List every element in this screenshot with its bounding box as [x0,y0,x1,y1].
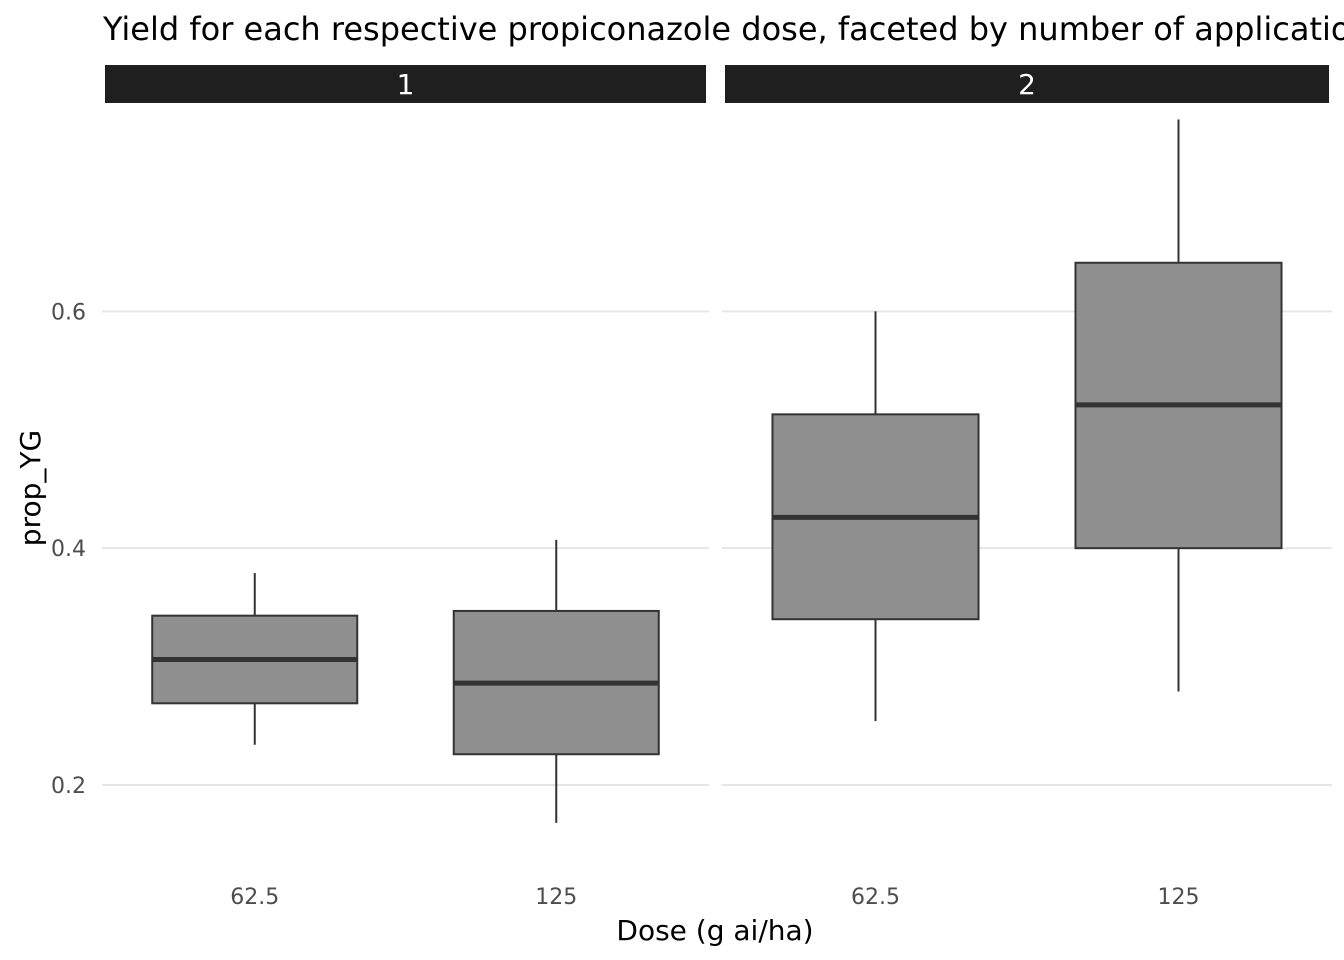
facet-strip [105,65,706,103]
facet-strip [725,65,1329,103]
facet-strip-label: 1 [397,68,415,101]
x-axis-title: Dose (g ai/ha) [616,914,813,947]
facet-panels: 0.2 0.4 0.6 1 62.5 125 2 62.5 125 [51,65,1332,910]
y-axis-title: prop_YG [14,430,47,546]
facet-strip-label: 2 [1018,68,1036,101]
x-tick-label: 125 [1158,885,1200,910]
x-tick-label: 125 [535,885,577,910]
y-tick-label: 0.2 [51,774,86,799]
y-tick-label: 0.4 [51,537,86,562]
chart-title: Yield for each respective propiconazole … [102,10,1344,48]
x-tick-label: 62.5 [230,885,279,910]
x-tick-label: 62.5 [851,885,900,910]
y-tick-label: 0.6 [51,300,86,325]
